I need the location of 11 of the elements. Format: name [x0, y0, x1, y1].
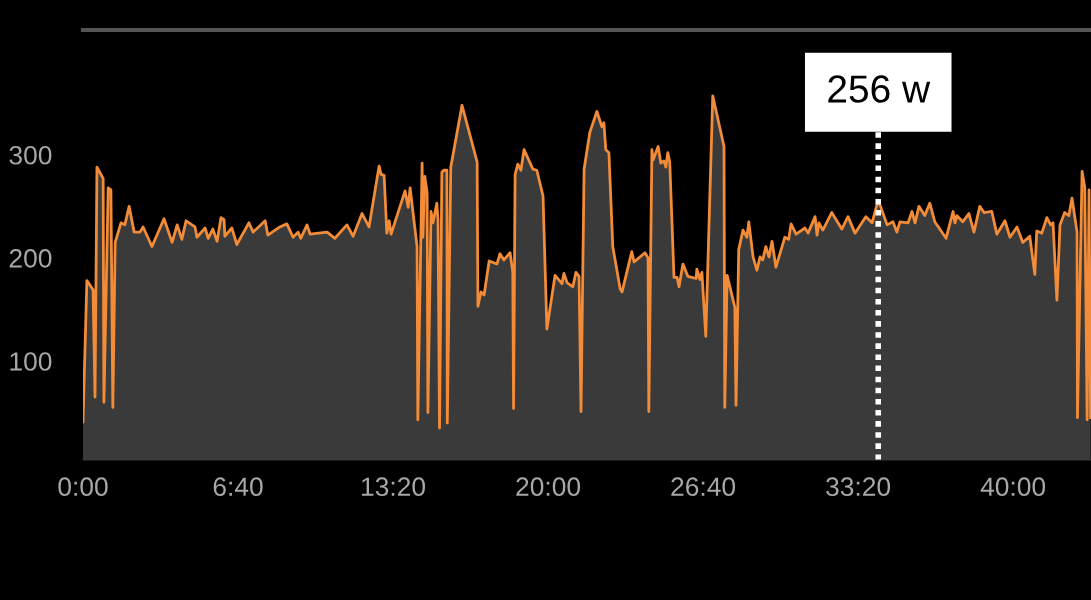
x-tick-label: 20:00	[516, 477, 581, 497]
x-tick-label: 6:40	[213, 477, 263, 497]
y-tick-label: 200	[9, 249, 52, 268]
x-tick-label: 26:40	[671, 477, 736, 497]
y-tick-label: 300	[9, 145, 52, 165]
ref-line-label: 256 w	[828, 75, 931, 103]
x-tick-label: 33:20	[826, 477, 891, 497]
x-tick-label: 13:20	[362, 477, 426, 497]
x-tick-label: 40:00	[980, 477, 1046, 497]
y-tick-label: 100	[10, 352, 52, 371]
x-tick-label: 0:00	[58, 477, 108, 497]
